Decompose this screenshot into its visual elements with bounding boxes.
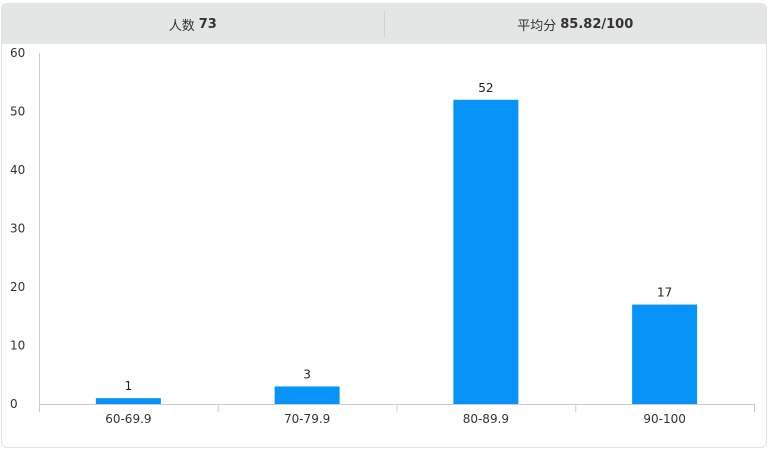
- header-divider: [383, 11, 385, 37]
- x-tick-label: 60-69.9: [105, 412, 151, 426]
- y-tick-label: 10: [10, 339, 25, 353]
- data-label: 1: [125, 379, 133, 393]
- y-tick-label: 50: [10, 105, 25, 119]
- bar: [453, 99, 519, 405]
- x-tick-label: 80-89.9: [463, 412, 509, 426]
- avg-value: 85.82/100: [560, 16, 634, 32]
- avg-label: 平均分: [517, 18, 557, 34]
- average-score: 平均分 85.82/100: [385, 4, 767, 44]
- score-card: 人数 73 平均分 85.82/100: [1, 3, 767, 448]
- y-tick-label: 30: [10, 222, 25, 236]
- y-tick-label: 0: [10, 397, 18, 411]
- data-label: 17: [657, 286, 672, 300]
- y-tick-label: 40: [10, 163, 25, 177]
- count-label: 人数: [168, 18, 195, 34]
- bar: [95, 398, 161, 404]
- data-label: 52: [478, 81, 493, 95]
- x-tick-label: 70-79.9: [284, 412, 330, 426]
- bar: [632, 304, 698, 404]
- x-tick-label: 90-100: [643, 412, 686, 426]
- data-label: 3: [303, 367, 311, 381]
- student-count: 人数 73: [2, 4, 384, 44]
- y-tick-label: 20: [10, 280, 25, 294]
- bar: [274, 386, 340, 404]
- count-value: 73: [198, 16, 217, 32]
- y-tick-label: 60: [10, 46, 25, 60]
- summary-header: 人数 73 平均分 85.82/100: [2, 4, 766, 44]
